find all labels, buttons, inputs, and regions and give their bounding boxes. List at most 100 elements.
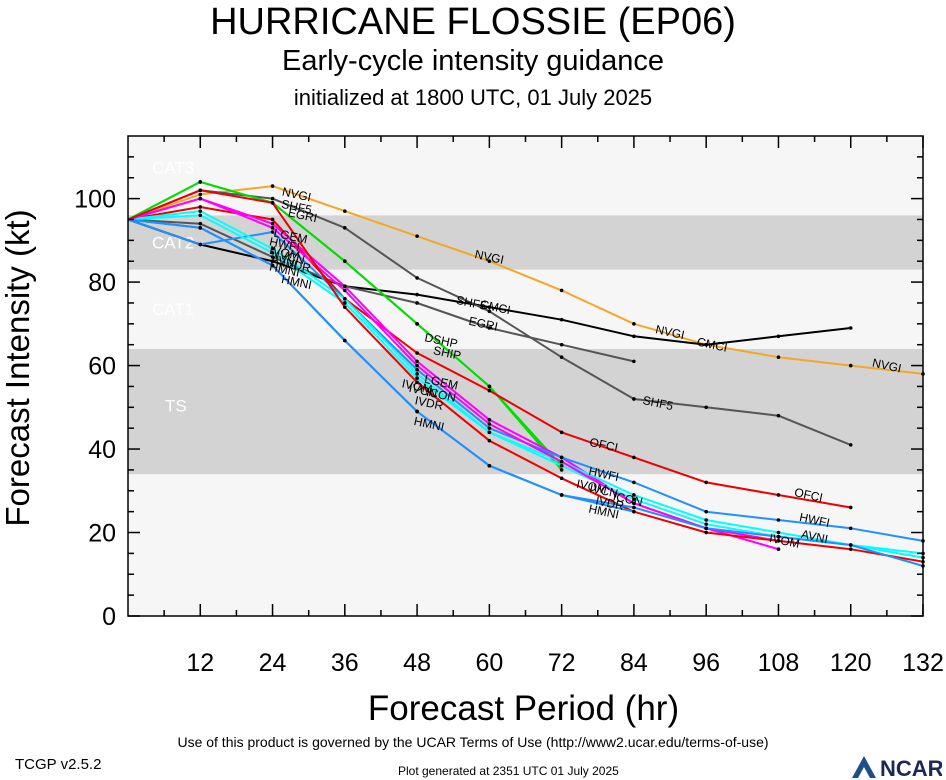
data-point-shf5 [776, 413, 781, 418]
data-point-hwfi [559, 455, 564, 460]
data-point-ivcn [704, 518, 708, 522]
data-point-lgem [776, 547, 781, 552]
data-point-ivom [704, 530, 708, 535]
band-label-cat2: CAT2 [152, 233, 194, 252]
series-label-ofci: OFCI [588, 435, 619, 455]
data-point-ivcn [270, 246, 275, 251]
data-point-hmni [632, 509, 636, 514]
x-tick-label: 72 [548, 649, 576, 677]
data-point-hmni [559, 493, 564, 497]
data-point-hwfi [632, 480, 636, 485]
series-label-ivdr: IVDR [594, 493, 625, 513]
data-point-hwfi [487, 426, 492, 430]
data-point-ivdr [632, 497, 636, 501]
data-point-shf5 [704, 405, 708, 410]
series-label-hwfi: HWFI [587, 464, 620, 484]
data-point-ivom [559, 476, 564, 481]
data-point-lgem [343, 284, 347, 289]
x-tick-label: 60 [475, 649, 503, 677]
series-label-shf5: SHF5 [280, 197, 313, 217]
data-point-ivom [415, 380, 419, 385]
data-point-ofci [415, 351, 419, 355]
data-point-avni [776, 534, 781, 539]
data-point-nvgi [776, 355, 781, 360]
band-cat3 [128, 144, 923, 216]
y-tick-label: 0 [102, 603, 116, 631]
chart-subtitle: Early-cycle intensity guidance [281, 45, 664, 77]
data-point-nvgi [632, 322, 636, 326]
data-point-ship [487, 384, 492, 389]
data-point-nvgi [487, 259, 492, 264]
series-line-egri [127, 218, 635, 363]
data-point-ivcn [198, 209, 203, 213]
series-label-ivom: IVOM [575, 477, 608, 497]
x-tick-label: 96 [692, 649, 720, 677]
x-tick-label: 48 [403, 649, 431, 677]
series-label-avni: AVNI [270, 252, 299, 271]
series-label-ivdr: IVDR [281, 256, 312, 276]
series-label-hwfi: HWFI [268, 234, 301, 254]
data-point-cmci [559, 317, 564, 322]
data-point-icon [198, 196, 203, 201]
data-point-ivom [487, 438, 492, 443]
data-point-hwfi [415, 367, 419, 372]
data-point-ivdr [270, 251, 275, 255]
data-point-ship [343, 259, 347, 264]
data-point-avni [848, 543, 853, 547]
data-point-nvgi [343, 209, 347, 213]
data-point-nvgi [270, 184, 275, 188]
data-point-egri [487, 326, 492, 330]
series-label-nvgi: NVGI [871, 356, 903, 376]
data-point-shf5 [415, 276, 419, 280]
data-point-ivom [776, 539, 781, 543]
data-point-cmci [487, 305, 492, 309]
chart-init-time: initialized at 1800 UTC, 01 July 2025 [293, 85, 653, 110]
data-point-shf5 [270, 196, 275, 201]
series-label-ofci: OFCI [793, 485, 824, 505]
y-tick-label: 100 [74, 186, 116, 214]
y-axis-label: Forecast Intensity (kt) [0, 209, 36, 526]
x-tick-label: 36 [331, 649, 359, 677]
chart-title: HURRICANE FLOSSIE (EP06) [210, 1, 736, 43]
data-point-hmni [415, 409, 419, 414]
generated-text: Plot generated at 2351 UTC 01 July 2025 [398, 764, 619, 778]
data-point-ship [559, 468, 564, 472]
series-label-hwfi: HWFI [798, 510, 831, 530]
series-line-hmni [127, 218, 635, 513]
band-label-cat1: CAT1 [152, 300, 194, 319]
y-tick-label: 60 [88, 353, 116, 381]
series-label-ship: SHIP [432, 343, 462, 363]
x-tick-label: 108 [758, 649, 800, 677]
data-point-ofci [270, 217, 275, 222]
data-point-cmci [270, 259, 275, 264]
series-label-ivom: IVOM [268, 243, 301, 263]
series-label-ivcn: IVCN [588, 481, 619, 501]
x-tick-label: 24 [259, 649, 287, 677]
series-label-hmni: HMNI [280, 272, 313, 292]
data-point-shf5 [487, 309, 492, 314]
series-label-hmni: HMNI [587, 502, 620, 522]
series-label-ivdr: IVDR [414, 393, 445, 413]
version-text: TCGP v2.5.2 [15, 756, 102, 773]
data-point-ofci [559, 430, 564, 435]
data-point-egri [632, 359, 636, 364]
data-point-icon [632, 501, 636, 506]
data-point-ofci [632, 455, 636, 460]
data-point-ivom [343, 305, 347, 309]
data-point-hwfi [848, 526, 853, 531]
band-cat2 [128, 215, 923, 270]
data-point-egri [415, 301, 419, 305]
data-point-shf5 [343, 226, 347, 230]
series-label-shf5: SHF5 [455, 293, 488, 313]
x-axis-label: Forecast Period (hr) [368, 689, 679, 728]
data-point-icon [270, 226, 275, 230]
series-line-icon [127, 197, 779, 542]
series-label-cmci: CMCI [479, 297, 512, 317]
data-point-ofci [776, 493, 781, 497]
data-point-avni [704, 526, 708, 531]
data-point-ivdr [343, 301, 347, 305]
terms-of-use-text: Use of this product is governed by the U… [177, 734, 769, 750]
data-point-cmci [848, 326, 853, 330]
data-point-icon [415, 363, 419, 368]
series-line-nvgi [127, 185, 924, 375]
